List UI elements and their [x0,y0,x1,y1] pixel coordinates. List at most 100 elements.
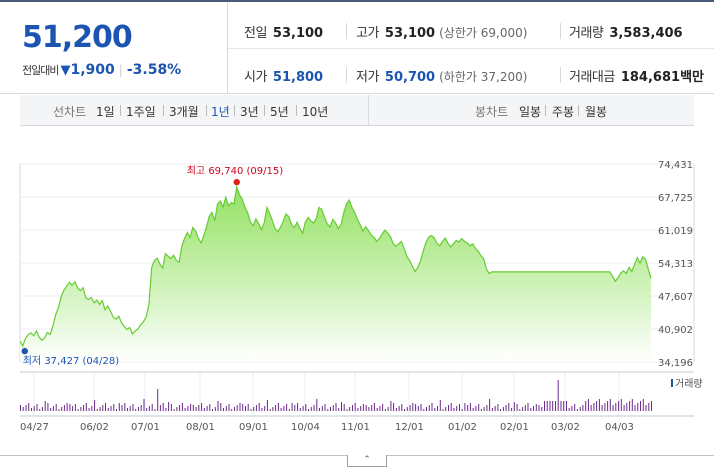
trade-value-label: 거래대금 [569,70,615,85]
volume-bar [631,399,633,411]
volume-bar [201,403,203,411]
volume-bar [491,408,493,411]
price-chart[interactable]: 74,431 67,725 61,019 54,313 47,607 40,902 34,1… [0,140,714,440]
volume-bar [176,407,178,411]
period-5y[interactable]: 5년 [270,105,289,119]
volume-bar [582,405,584,411]
volume-bar [464,403,466,411]
separator [560,23,561,39]
volume-bar [552,401,554,411]
volume-bar [629,401,631,411]
volume-bar [107,408,109,411]
volume-bar [41,407,43,411]
x-tick-label: 09/01 [239,422,268,433]
period-1d[interactable]: 1일 [96,105,115,119]
volume-bar [321,406,323,411]
high-label: 고가 [356,26,379,41]
volume-bar [77,409,79,411]
volume-bar [151,404,153,411]
volume-bar [266,400,268,411]
volume-bar [555,401,556,411]
separator [163,105,164,116]
volume-bar [264,406,266,411]
volume-bar [574,404,576,411]
volume-bar [33,406,35,411]
volume-bar [61,407,63,411]
trade-value-value: 184,681 [620,70,681,85]
x-tick-label: 04/27 [20,422,49,433]
high-value: 53,100 [384,26,436,41]
volume-bar [598,399,600,411]
volume-bar [220,403,222,411]
separator [578,105,579,116]
x-tick-label: 04/03 [605,422,634,433]
volume-bar [124,403,126,411]
candle-weekly[interactable]: 주봉 [552,105,575,119]
candle-daily[interactable]: 일봉 [519,105,542,119]
period-bar: 선차트 1일 1주일 3개월 1년 3년 5년 10년 봉차트 일봉 주봉 월봉 [20,95,694,126]
volume-bar [640,401,641,411]
x-axis-labels: 04/27 06/02 07/01 08/01 09/01 10/04 11/01 12/01… [20,422,634,433]
volume-bar [379,406,381,411]
volume-bar [25,405,27,411]
x-tick-label: 02/01 [500,422,529,433]
volume-bar [417,406,419,411]
volume-bar [203,408,205,411]
x-tick-label: 03/02 [551,422,580,433]
price-summary: 51,200 전일대비 ▼1,900 | -3.58% 전일 53,100 고가 53,1… [0,2,714,94]
volume-bar [371,405,373,411]
volume-bar [406,407,408,411]
volume-bar [187,406,189,411]
low-label: 저가 [356,70,379,85]
summary-row-divider [228,48,714,49]
volume-bar [299,408,301,411]
volume-bar [459,404,460,411]
volume-bar [607,401,609,411]
volume-bar [335,403,337,411]
volume-bar [357,408,359,411]
volume-bar [360,406,362,411]
volume-bar [563,401,565,411]
volume-bar [612,405,614,411]
volume-bar [469,403,471,411]
volume-bar [505,405,507,411]
volume-legend-marker [671,379,673,387]
volume-bar [99,407,101,411]
volume-bar [91,406,93,411]
volume-legend: 거래량 [675,378,703,390]
volume-bar [404,409,406,411]
volume-bar [223,408,224,411]
volume-bar [590,405,592,411]
candle-monthly[interactable]: 월봉 [585,105,608,119]
period-10y[interactable]: 10년 [302,105,329,119]
separator [545,105,546,116]
volume-bar [645,405,647,411]
volume-bar [541,407,543,411]
volume-bar [579,407,581,411]
volume-bar [519,409,521,411]
prev-close-label: 전일 [244,26,267,41]
x-tick-label: 08/01 [186,422,215,433]
low-value: 50,700 [384,70,436,85]
volume-bar [365,405,367,411]
min-price-label: 최저 37,427 (04/28) [23,355,119,367]
volume-bar [442,409,444,411]
period-1y[interactable]: 1년 [211,105,230,119]
period-3m[interactable]: 3개월 [169,105,199,119]
volume-bar [96,409,98,411]
volume-bar [148,406,150,411]
volume-bar [217,401,219,411]
volume-bar [524,405,526,411]
volume-bar [349,407,351,411]
volume-bar [195,407,197,411]
volume-bar [162,403,164,411]
period-3y[interactable]: 3년 [240,105,259,119]
period-1w[interactable]: 1주일 [126,105,156,119]
volume-bar [508,403,510,411]
volume-bar [198,405,200,411]
collapse-chevron-up-icon[interactable]: ⌃ [347,455,387,467]
open-value: 51,800 [272,70,324,85]
volume-bar [154,409,156,411]
volume-bar [83,405,85,411]
volume-bar [642,399,644,411]
